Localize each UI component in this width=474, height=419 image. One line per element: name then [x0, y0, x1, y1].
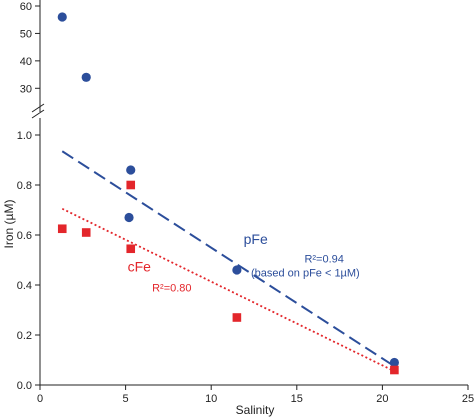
point-pfe	[389, 357, 399, 368]
point-pfe	[81, 72, 91, 82]
point-pfe	[126, 165, 136, 175]
point-cfe	[232, 313, 242, 322]
annotation-label: (based on pFe < 1µM)	[251, 267, 360, 279]
axis-break-mark	[31, 103, 45, 113]
x-tick-label: 0	[37, 393, 43, 405]
y-tick-label: 0.4	[17, 280, 32, 292]
point-cfe	[126, 180, 136, 190]
point-pfe	[124, 212, 134, 223]
x-tick-label: 25	[462, 393, 474, 405]
y-tick-label: 1.0	[17, 130, 32, 142]
y-tick-label: 40	[20, 56, 32, 68]
annotation-label: R²=0.80	[152, 282, 191, 294]
data-points	[57, 12, 399, 375]
point-pfe	[57, 12, 67, 22]
y-tick-label: 60	[20, 1, 32, 13]
x-tick-label: 15	[291, 393, 303, 405]
x-axis-title: Salinity	[236, 403, 275, 417]
x-tick-label: 5	[123, 393, 129, 405]
annotation-label: R²=0.94	[304, 254, 343, 266]
y-axis-title: Iron (µM)	[2, 200, 16, 249]
fit-line-cfe	[61, 207, 395, 373]
fit-lines	[61, 150, 395, 373]
y-tick-label: 30	[20, 83, 32, 95]
y-tick-label: 0.8	[17, 180, 32, 192]
y-tick-label: 0.0	[17, 380, 32, 392]
point-cfe	[126, 244, 136, 254]
annotation-label: cFe	[128, 258, 152, 274]
axis-break-mark	[31, 109, 45, 119]
y-tick-label: 50	[20, 28, 32, 40]
point-pfe	[232, 265, 242, 275]
point-cfe	[390, 365, 399, 375]
annotation-label: pFe	[244, 231, 268, 247]
y-tick-label: 0.6	[17, 230, 32, 242]
point-cfe	[57, 224, 67, 234]
x-tick-label: 20	[376, 393, 388, 405]
y-tick-label: 0.2	[17, 330, 32, 342]
x-tick-label: 10	[205, 393, 217, 405]
axes: 0 5 10 15 20 25 0.0 0.2 0.4 0.6 0.8 1.0 30 40 50 60	[17, 0, 474, 405]
fit-line-pfe	[61, 150, 395, 368]
point-cfe	[81, 228, 91, 237]
